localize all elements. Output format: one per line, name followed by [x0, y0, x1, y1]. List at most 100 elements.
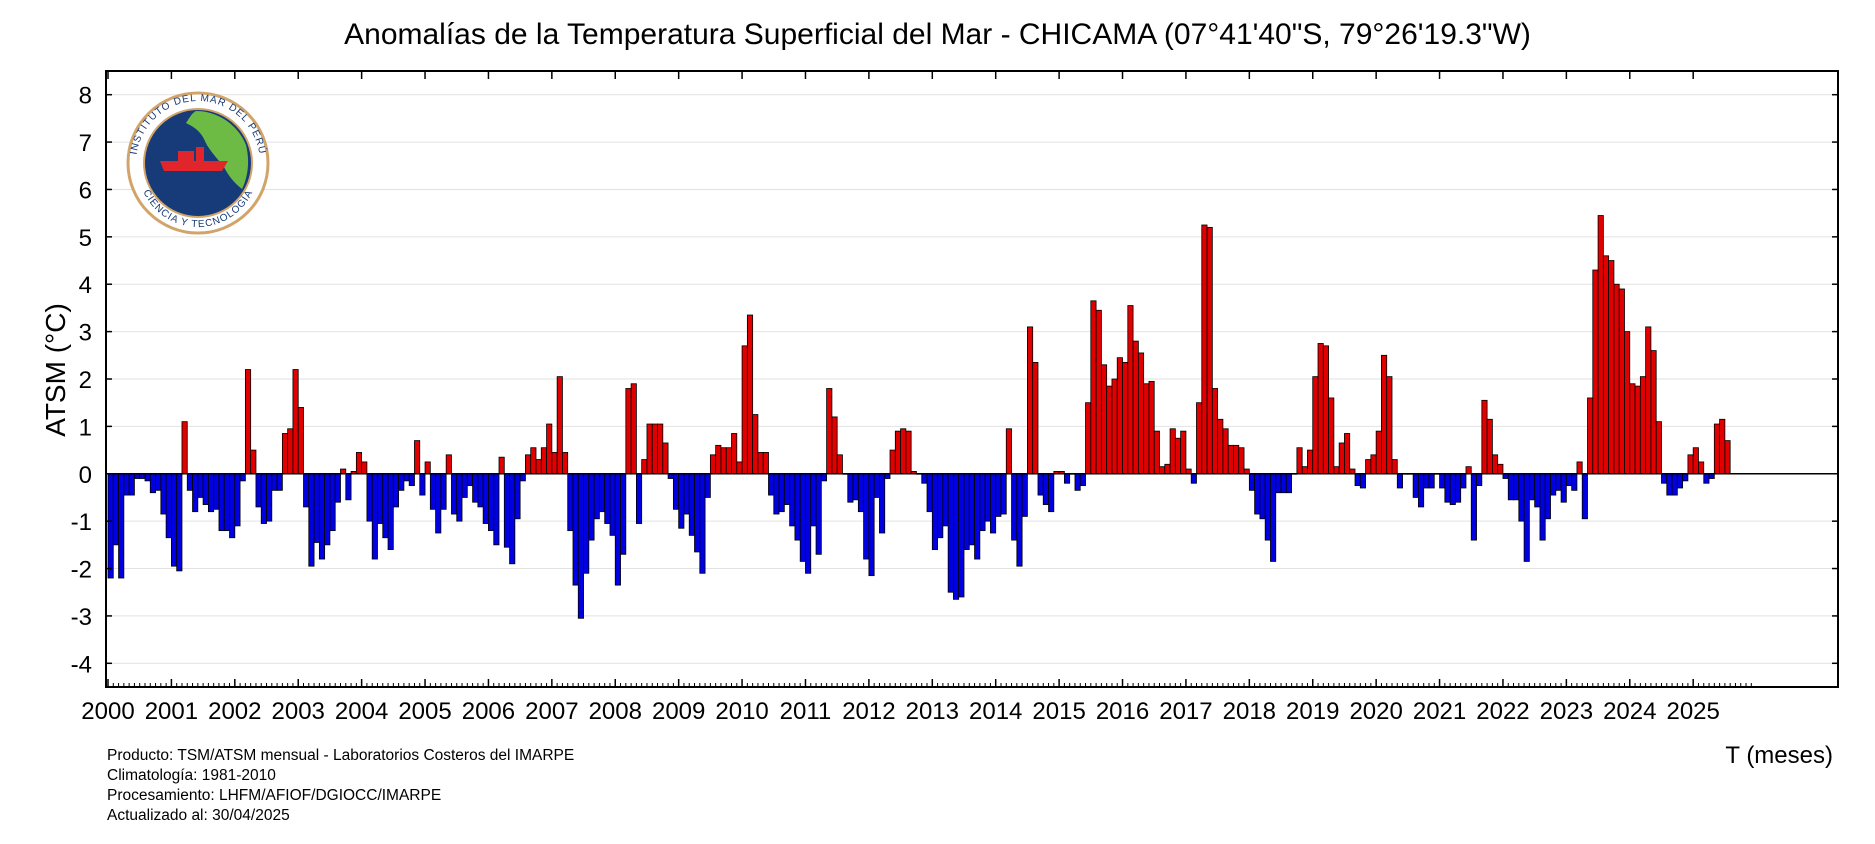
bar — [963, 473, 970, 550]
x-tick-label: 2024 — [1603, 698, 1656, 725]
x-tick-label: 2023 — [1540, 698, 1593, 725]
bar — [488, 473, 495, 532]
bar — [1592, 269, 1599, 475]
bar — [1497, 463, 1504, 475]
grid-lines — [106, 94, 1838, 664]
y-tick-label: 2 — [79, 367, 92, 394]
bar — [831, 416, 838, 475]
bar — [1692, 447, 1699, 475]
bar — [218, 473, 225, 532]
bar — [213, 473, 220, 510]
bar — [1602, 255, 1610, 475]
y-tick-label: 4 — [79, 272, 92, 299]
bar — [1492, 454, 1499, 475]
y-tick-label: 5 — [79, 225, 92, 252]
bar — [1587, 397, 1594, 475]
bar — [1581, 473, 1588, 520]
bar — [931, 473, 938, 550]
bar — [826, 388, 833, 475]
bar — [229, 473, 236, 539]
bar — [1523, 473, 1530, 562]
bar — [171, 473, 178, 567]
bar — [271, 473, 278, 491]
bar — [1264, 473, 1271, 541]
bar — [250, 449, 257, 475]
bar — [530, 447, 537, 475]
bar — [1338, 442, 1345, 475]
bar — [1011, 473, 1018, 541]
x-tick-label: 2015 — [1032, 698, 1085, 725]
bar — [926, 473, 933, 513]
bar — [1233, 444, 1240, 475]
bar — [984, 473, 991, 522]
x-tick-label: 2009 — [652, 698, 705, 725]
bar — [287, 428, 294, 475]
bar — [1021, 473, 1028, 517]
bar — [1661, 473, 1668, 484]
bar — [609, 473, 616, 536]
bar — [1655, 421, 1662, 475]
bar — [155, 473, 162, 491]
x-tick-label: 2003 — [272, 698, 325, 725]
bar — [1301, 466, 1308, 475]
bar — [308, 473, 315, 567]
bar — [1196, 402, 1203, 475]
bar — [1317, 343, 1324, 475]
bar — [255, 473, 262, 508]
bar — [1095, 309, 1102, 475]
bar — [1381, 354, 1388, 475]
bar — [646, 423, 653, 475]
bar — [1354, 473, 1361, 487]
bar — [429, 473, 437, 510]
bar — [979, 473, 986, 532]
bar — [741, 345, 748, 475]
bar — [789, 473, 796, 527]
bar — [1391, 459, 1398, 475]
bar — [1682, 473, 1689, 482]
y-tick-label: 0 — [79, 462, 92, 489]
bar — [672, 473, 680, 510]
bar — [1571, 473, 1578, 491]
bar — [1312, 376, 1319, 475]
bar — [107, 473, 114, 579]
bar — [197, 473, 204, 498]
bar — [1074, 473, 1081, 491]
bar — [1534, 473, 1541, 508]
bar — [567, 473, 574, 532]
bar — [1455, 473, 1462, 503]
bar — [1111, 378, 1118, 475]
bar — [1238, 447, 1245, 475]
bar — [873, 473, 880, 498]
x-tick-label: 2013 — [906, 698, 959, 725]
x-tick-label: 2007 — [525, 698, 578, 725]
bar — [820, 473, 828, 482]
bar — [620, 473, 627, 555]
chart-title: Anomalías de la Temperatura Superficial … — [344, 18, 1531, 51]
logo-ship-shape — [160, 147, 228, 171]
bar — [1449, 473, 1456, 505]
bar — [905, 430, 912, 475]
bar — [636, 473, 643, 524]
bar — [1444, 473, 1451, 503]
bar — [123, 473, 130, 496]
bar — [1090, 300, 1097, 475]
bar — [503, 473, 510, 548]
bar — [551, 452, 558, 475]
footer-updated: Actualizado al: 30/04/2025 — [107, 807, 290, 824]
bar — [1465, 466, 1472, 475]
bar — [498, 456, 505, 475]
bar — [514, 473, 521, 520]
bar — [1719, 418, 1726, 475]
bar — [683, 473, 690, 515]
bar — [1423, 473, 1430, 489]
bar — [583, 473, 590, 574]
bar — [1703, 473, 1710, 484]
bar — [260, 473, 267, 524]
bar — [207, 473, 215, 513]
bar — [223, 473, 230, 532]
bar — [1201, 224, 1208, 475]
bar-series — [107, 215, 1731, 619]
bar — [329, 473, 336, 532]
bar — [921, 473, 928, 484]
bar — [1217, 418, 1224, 475]
